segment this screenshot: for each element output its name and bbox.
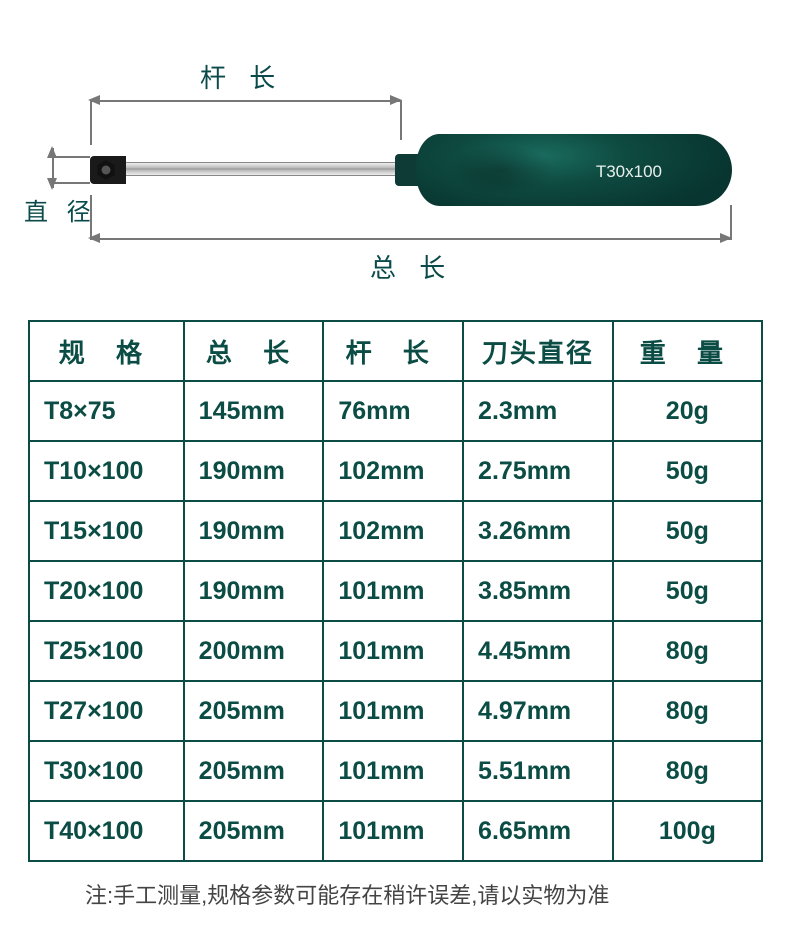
cell-shaft: 102mm — [323, 501, 463, 561]
cell-total: 205mm — [184, 741, 324, 801]
cell-total: 190mm — [184, 561, 324, 621]
cell-diam: 3.85mm — [463, 561, 613, 621]
table-row: T27×100205mm101mm4.97mm80g — [29, 681, 762, 741]
cell-weight: 100g — [613, 801, 762, 861]
cell-weight: 80g — [613, 621, 762, 681]
screwdriver-tip-icon — [90, 156, 126, 184]
table-row: T10×100190mm102mm2.75mm50g — [29, 441, 762, 501]
cell-weight: 20g — [613, 381, 762, 441]
cell-diam: 2.75mm — [463, 441, 613, 501]
cell-weight: 50g — [613, 441, 762, 501]
handle-model-text: T30x100 — [596, 162, 662, 182]
col-header-diam: 刀头直径 — [463, 321, 613, 381]
cell-total: 190mm — [184, 501, 324, 561]
cell-spec: T27×100 — [29, 681, 184, 741]
table-row: T8×75145mm76mm2.3mm20g — [29, 381, 762, 441]
dimension-diagram: 杆 长 直 径 T30x100 总 长 — [0, 0, 790, 290]
cell-shaft: 101mm — [323, 801, 463, 861]
cell-spec: T10×100 — [29, 441, 184, 501]
total-dim-arrow-left — [88, 233, 100, 243]
screwdriver-illustration: T30x100 — [90, 130, 730, 210]
table-row: T15×100190mm102mm3.26mm50g — [29, 501, 762, 561]
cell-total: 205mm — [184, 801, 324, 861]
cell-diam: 6.65mm — [463, 801, 613, 861]
cell-diam: 2.3mm — [463, 381, 613, 441]
total-length-label: 总 长 — [370, 248, 453, 285]
shaft-dim-line — [90, 100, 400, 102]
cell-spec: T15×100 — [29, 501, 184, 561]
table-row: T20×100190mm101mm3.85mm50g — [29, 561, 762, 621]
spec-table: 规 格总 长杆 长刀头直径重 量 T8×75145mm76mm2.3mm20gT… — [28, 320, 763, 862]
cell-diam: 5.51mm — [463, 741, 613, 801]
cell-spec: T40×100 — [29, 801, 184, 861]
cell-total: 205mm — [184, 681, 324, 741]
diam-dim-ext-top — [52, 156, 90, 158]
col-header-total: 总 长 — [184, 321, 324, 381]
col-header-spec: 规 格 — [29, 321, 184, 381]
col-header-weight: 重 量 — [613, 321, 762, 381]
col-header-shaft: 杆 长 — [323, 321, 463, 381]
table-row: T40×100205mm101mm6.65mm100g — [29, 801, 762, 861]
cell-diam: 4.45mm — [463, 621, 613, 681]
cell-total: 190mm — [184, 441, 324, 501]
cell-weight: 80g — [613, 681, 762, 741]
cell-spec: T30×100 — [29, 741, 184, 801]
cell-spec: T8×75 — [29, 381, 184, 441]
diam-dim-arrow-down — [47, 178, 57, 190]
cell-spec: T25×100 — [29, 621, 184, 681]
cell-spec: T20×100 — [29, 561, 184, 621]
diameter-label: 直 径 — [24, 192, 97, 227]
total-dim-line — [90, 238, 730, 240]
cell-diam: 4.97mm — [463, 681, 613, 741]
table-row: T25×100200mm101mm4.45mm80g — [29, 621, 762, 681]
cell-shaft: 76mm — [323, 381, 463, 441]
cell-total: 200mm — [184, 621, 324, 681]
cell-total: 145mm — [184, 381, 324, 441]
cell-shaft: 101mm — [323, 681, 463, 741]
cell-shaft: 101mm — [323, 561, 463, 621]
table-row: T30×100205mm101mm5.51mm80g — [29, 741, 762, 801]
screwdriver-shaft-icon — [126, 162, 401, 176]
shaft-length-label: 杆 长 — [200, 58, 283, 95]
total-dim-arrow-right — [720, 233, 732, 243]
table-body: T8×75145mm76mm2.3mm20gT10×100190mm102mm2… — [29, 381, 762, 861]
cell-weight: 50g — [613, 501, 762, 561]
cell-shaft: 101mm — [323, 741, 463, 801]
cell-shaft: 101mm — [323, 621, 463, 681]
cell-weight: 80g — [613, 741, 762, 801]
cell-shaft: 102mm — [323, 441, 463, 501]
cell-diam: 3.26mm — [463, 501, 613, 561]
screwdriver-handle-icon: T30x100 — [416, 134, 732, 206]
diam-dim-ext-bot — [52, 182, 90, 184]
table-header-row: 规 格总 长杆 长刀头直径重 量 — [29, 321, 762, 381]
cell-weight: 50g — [613, 561, 762, 621]
footnote-text: 注:手工测量,规格参数可能存在稍许误差,请以实物为准 — [85, 878, 609, 910]
